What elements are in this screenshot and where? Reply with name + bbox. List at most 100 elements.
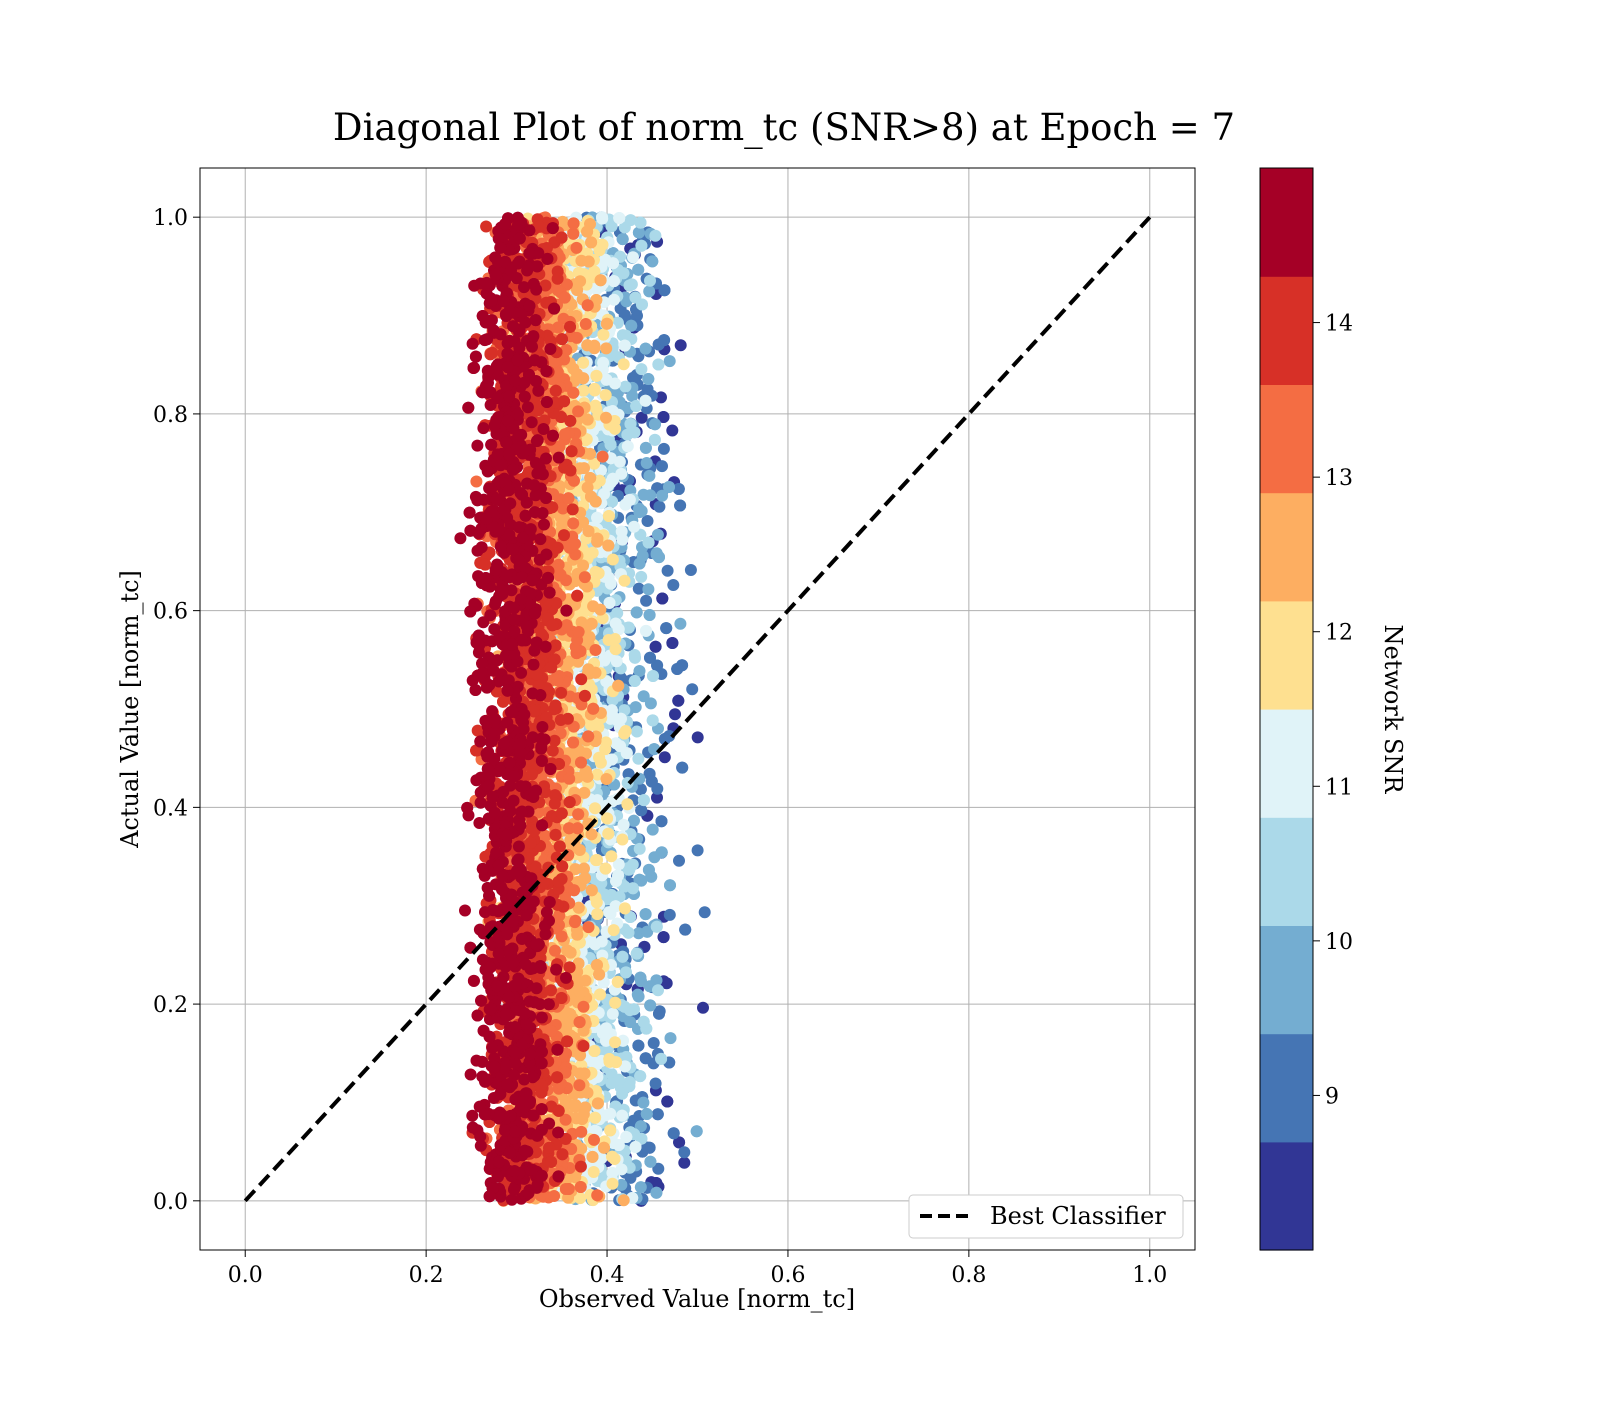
- scatter-point: [592, 1097, 604, 1109]
- scatter-point: [671, 663, 683, 675]
- scatter-point: [618, 1194, 630, 1206]
- scatter-point: [602, 540, 614, 552]
- scatter-point: [589, 938, 601, 950]
- scatter-point: [635, 1181, 647, 1193]
- scatter-point: [626, 278, 638, 290]
- scatter-point: [628, 815, 640, 827]
- scatter-point: [641, 1108, 653, 1120]
- scatter-point: [664, 879, 676, 891]
- scatter-point: [635, 363, 647, 375]
- scatter-point: [616, 1110, 628, 1122]
- scatter-point: [666, 425, 678, 437]
- scatter-point: [591, 908, 603, 920]
- scatter-point: [616, 834, 628, 846]
- scatter-point: [664, 355, 676, 367]
- scatter-point: [638, 794, 650, 806]
- scatter-point: [619, 575, 631, 587]
- scatter-point: [635, 571, 647, 583]
- scatter-point: [644, 652, 656, 664]
- scatter-point: [590, 644, 602, 656]
- scatter-point: [604, 1124, 616, 1136]
- scatter-point: [609, 997, 621, 1009]
- scatter-point: [602, 828, 614, 840]
- scatter-point: [644, 275, 656, 287]
- scatter-point: [606, 1151, 618, 1163]
- scatter-point: [569, 1099, 581, 1111]
- scatter-point: [655, 1053, 667, 1065]
- scatter-point: [632, 753, 644, 765]
- scatter-point: [640, 442, 652, 454]
- scatter-point: [591, 536, 603, 548]
- scatter-point: [672, 695, 684, 707]
- scatter-point: [609, 1036, 621, 1048]
- scatter-point: [603, 634, 615, 646]
- scatter-point: [661, 1096, 673, 1108]
- scatter-point: [652, 359, 664, 371]
- scatter-point: [585, 236, 597, 248]
- scatter-point: [633, 506, 645, 518]
- scatter-point: [644, 489, 656, 501]
- scatter-point: [667, 579, 679, 591]
- scatter-point: [668, 1127, 680, 1139]
- scatter-point: [622, 440, 634, 452]
- scatter-point: [600, 412, 612, 424]
- scatter-point: [599, 1110, 611, 1122]
- scatter-point: [652, 529, 664, 541]
- scatter-point: [607, 1178, 619, 1190]
- scatter-point: [607, 554, 619, 566]
- scatter-point: [589, 802, 601, 814]
- scatter-point: [647, 824, 659, 836]
- scatter-point: [691, 1125, 703, 1137]
- scatter-point: [619, 381, 631, 393]
- scatter-point: [619, 902, 631, 914]
- scatter-point: [580, 975, 592, 987]
- scatter-point: [601, 773, 613, 785]
- scatter-point: [656, 846, 668, 858]
- scatter-point: [646, 255, 658, 267]
- scatter-point: [675, 339, 687, 351]
- scatter-point: [574, 1068, 586, 1080]
- scatter-point: [642, 583, 654, 595]
- scatter-point: [583, 256, 595, 268]
- scatter-point: [619, 340, 631, 352]
- scatter-point: [647, 670, 659, 682]
- scatter-point: [669, 708, 681, 720]
- scatter-point: [646, 776, 658, 788]
- scatter-point: [656, 815, 668, 827]
- scatter-point: [662, 565, 674, 577]
- scatter-point: [614, 740, 626, 752]
- scatter-point: [643, 285, 655, 297]
- scatter-point: [640, 625, 652, 637]
- scatter-point: [595, 757, 607, 769]
- scatter-point: [593, 969, 605, 981]
- scatter-point: [585, 719, 597, 731]
- scatter-point: [572, 405, 584, 417]
- scatter-point: [600, 1022, 612, 1034]
- scatter-point: [641, 457, 653, 469]
- scatter-point: [650, 1187, 662, 1199]
- scatter-point: [600, 342, 612, 354]
- scatter-point: [612, 680, 624, 692]
- scatter-point: [595, 274, 607, 286]
- scatter-point: [634, 1070, 646, 1082]
- scatter-point: [571, 368, 583, 380]
- scatter-point: [643, 470, 655, 482]
- scatter-point: [574, 844, 586, 856]
- scatter-point: [596, 211, 608, 223]
- scatter-point: [577, 385, 589, 397]
- scatter-point: [633, 227, 645, 239]
- scatter-point: [635, 240, 647, 252]
- scatter-point: [652, 1108, 664, 1120]
- scatter-point: [597, 329, 609, 341]
- scatter-point: [616, 1163, 628, 1175]
- scatter-point: [631, 606, 643, 618]
- scatter-point: [678, 1157, 690, 1169]
- scatter-point: [651, 549, 663, 561]
- scatter-point: [651, 921, 663, 933]
- scatter-point: [603, 510, 615, 522]
- scatter-point: [581, 771, 593, 783]
- scatter-point: [588, 1045, 600, 1057]
- scatter-point: [635, 217, 647, 229]
- scatter-point: [601, 318, 613, 330]
